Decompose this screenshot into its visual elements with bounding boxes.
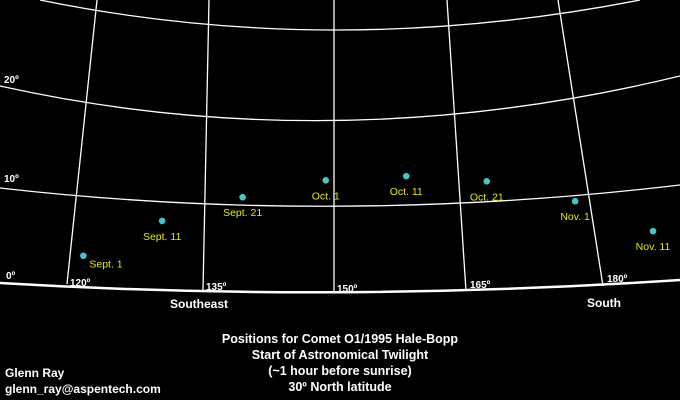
x-tick-135: 135º	[206, 282, 227, 293]
comet-point	[158, 217, 166, 225]
comet-point	[402, 172, 410, 180]
point-label: Sept. 1	[89, 259, 122, 271]
azimuth-line-165	[446, 0, 467, 292]
point-label: Nov. 1	[560, 211, 590, 223]
direction-southeast: Southeast	[170, 297, 228, 311]
comet-point	[322, 177, 330, 184]
title-line-3: (~1 hour before sunrise)	[268, 364, 412, 378]
comet-point	[80, 252, 87, 260]
comet-point	[571, 197, 579, 205]
x-tick-180: 180º	[607, 274, 628, 285]
point-label: Oct. 1	[312, 190, 340, 202]
x-tick-150: 150º	[337, 284, 358, 295]
comet-point	[239, 193, 246, 201]
point-label: Nov. 11	[636, 241, 671, 253]
point-label: Sept. 11	[143, 231, 181, 243]
comet-point	[649, 227, 657, 235]
author-name: Glenn Ray	[5, 366, 65, 380]
altitude-line-10	[0, 184, 680, 207]
x-tick-labels: 120º 135º 150º 165º 180º	[70, 274, 628, 295]
point-label: Oct. 21	[470, 191, 504, 203]
azimuth-line-135	[202, 0, 210, 291]
chart-title: Positions for Comet O1/1995 Hale-Bopp St…	[0, 331, 680, 395]
y-tick-0: 0º	[6, 271, 16, 282]
comet-points: Sept. 1 Sept. 11 Sept. 21 Oct. 1 Oct. 11 Oct.…	[80, 172, 671, 271]
azimuth-line-120	[66, 0, 98, 285]
point-label: Sept. 21	[223, 207, 262, 219]
y-tick-20: 20º	[4, 75, 19, 86]
author-email: glenn_ray@aspentech.com	[5, 382, 161, 396]
title-line-2: Start of Astronomical Twilight	[251, 348, 429, 362]
direction-south: South	[587, 296, 621, 310]
arc-top	[39, 0, 641, 31]
comet-point	[483, 177, 491, 185]
author-block: Glenn Ray glenn_ray@aspentech.com	[5, 365, 161, 397]
point-label: Oct. 11	[390, 186, 423, 198]
y-tick-labels: 0º 10º 20º	[4, 75, 19, 282]
grid	[0, 0, 680, 294]
horizon-line	[0, 278, 680, 294]
x-tick-165: 165º	[470, 280, 491, 291]
x-tick-120: 120º	[70, 278, 91, 289]
title-line-4: 30º North latitude	[288, 380, 392, 394]
azimuth-line-180	[557, 0, 604, 287]
y-tick-10: 10º	[4, 174, 19, 185]
title-line-1: Positions for Comet O1/1995 Hale-Bopp	[221, 332, 459, 346]
altitude-line-20	[0, 75, 680, 122]
